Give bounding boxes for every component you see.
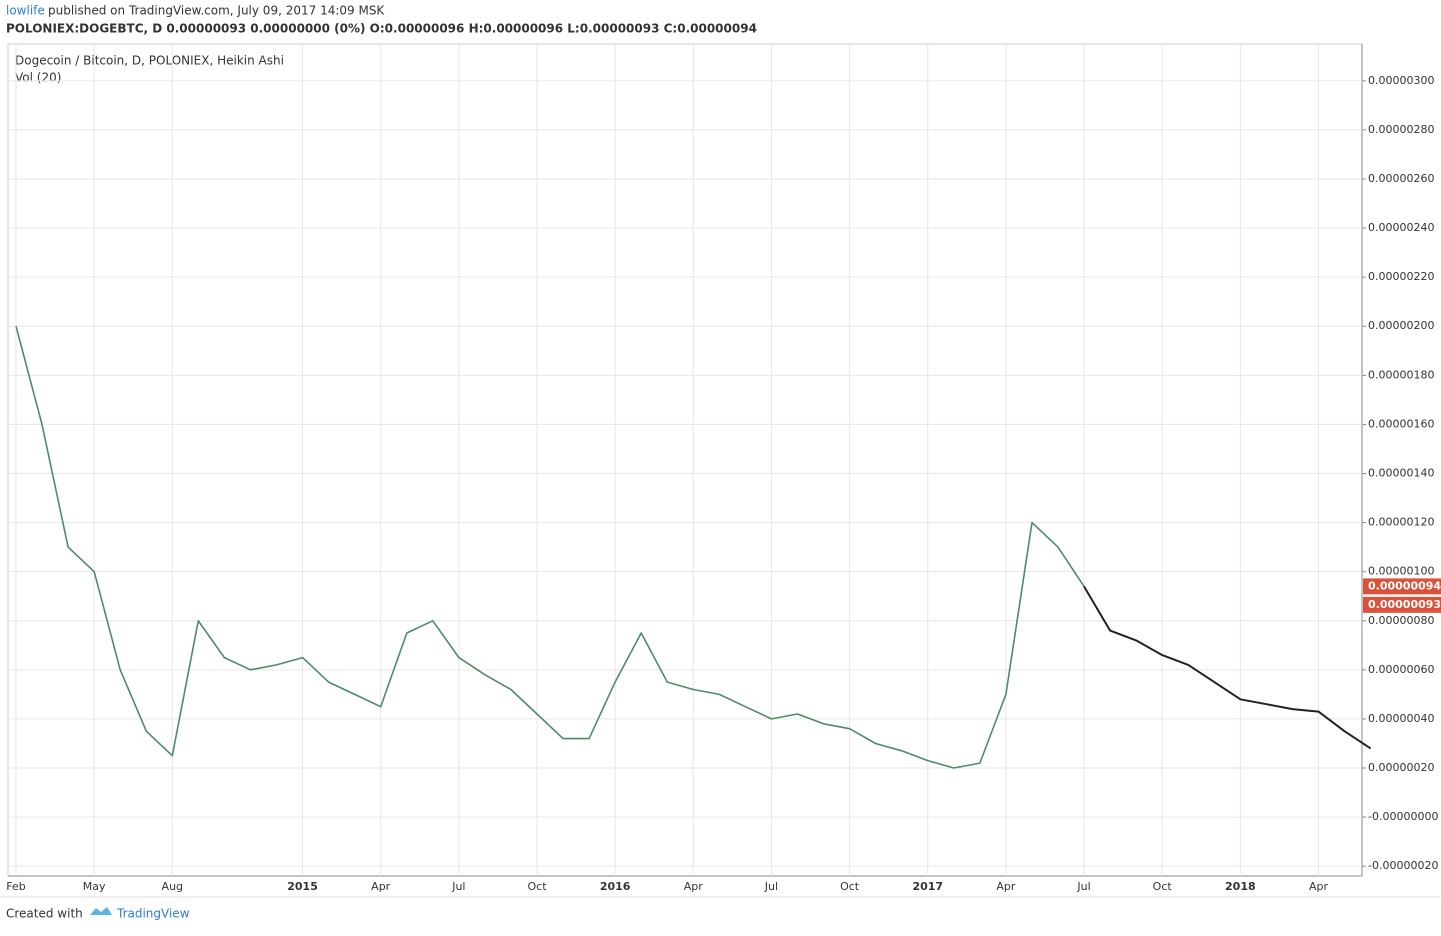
- author[interactable]: lowlife: [6, 4, 45, 18]
- x-tick-label: Apr: [684, 880, 704, 893]
- indicator-label: Vol (20): [15, 71, 61, 85]
- symbol-line: POLONIEX:DOGEBTC, D 0.00000093 0.0000000…: [6, 22, 757, 36]
- y-tick-label: 0.00000300: [1368, 74, 1434, 87]
- price-tag: [1363, 578, 1441, 595]
- x-tick-label: Jul: [451, 880, 465, 893]
- brand-logo: [90, 907, 112, 915]
- x-tick-label: Oct: [527, 880, 547, 893]
- y-tick-label: 0.00000280: [1368, 123, 1434, 136]
- y-tick-label: 0.00000180: [1368, 368, 1434, 381]
- x-tick-label: 2016: [600, 880, 631, 893]
- x-tick-label: Jul: [764, 880, 778, 893]
- x-tick-label: Aug: [162, 880, 183, 893]
- footer-created: Created with: [6, 907, 83, 921]
- x-tick-label: Jul: [1076, 880, 1090, 893]
- y-tick-label: -0.00000020: [1368, 859, 1438, 872]
- y-tick-label: 0.00000220: [1368, 270, 1434, 283]
- x-tick-label: Oct: [840, 880, 860, 893]
- y-tick-label: 0.00000040: [1368, 712, 1434, 725]
- y-tick-label: 0.00000080: [1368, 614, 1434, 627]
- price-tag: [1363, 596, 1441, 613]
- price-tag-label: 0.00000093: [1368, 598, 1441, 611]
- y-tick-label: 0.00000240: [1368, 221, 1434, 234]
- x-tick-label: May: [83, 880, 106, 893]
- x-tick-label: Feb: [6, 880, 25, 893]
- y-tick-label: 0.00000140: [1368, 466, 1434, 479]
- x-tick-label: 2018: [1225, 880, 1256, 893]
- price-tag-label: 0.00000094: [1368, 579, 1441, 592]
- x-tick-label: Apr: [996, 880, 1016, 893]
- footer-brand[interactable]: TradingView: [116, 907, 190, 921]
- y-tick-label: 0.00000120: [1368, 516, 1434, 529]
- x-tick-label: Apr: [1309, 880, 1329, 893]
- y-tick-label: 0.00000260: [1368, 172, 1434, 185]
- published: published on TradingView.com, July 09, 2…: [48, 4, 385, 18]
- series-line: [1083, 585, 1372, 750]
- x-tick-label: 2015: [287, 880, 318, 893]
- y-tick-label: 0.00000100: [1368, 565, 1434, 578]
- series-line: [15, 325, 1085, 769]
- x-tick-label: 2017: [912, 880, 943, 893]
- y-tick-label: 0.00000060: [1368, 663, 1434, 676]
- y-tick-label: 0.00000020: [1368, 761, 1434, 774]
- y-tick-label: 0.00000160: [1368, 417, 1434, 430]
- x-tick-label: Apr: [371, 880, 391, 893]
- series-title: Dogecoin / Bitcoin, D, POLONIEX, Heikin …: [15, 54, 284, 68]
- x-tick-label: Oct: [1153, 880, 1173, 893]
- y-tick-label: -0.00000000: [1368, 810, 1438, 823]
- y-tick-label: 0.00000200: [1368, 319, 1434, 332]
